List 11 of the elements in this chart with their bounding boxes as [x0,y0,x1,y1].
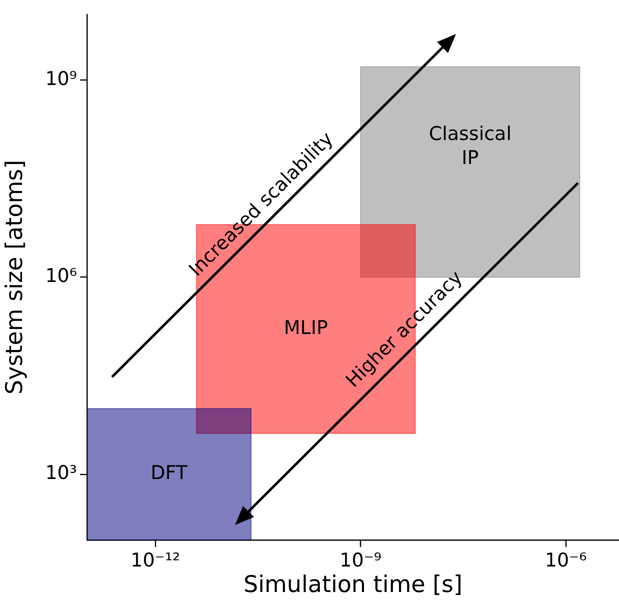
x-tick-label: 10⁻⁹ [340,549,382,572]
series-label: Classical IP [428,122,512,169]
x-axis-title: Simulation time [s] [243,572,463,598]
y-tick-label: 10⁹ [45,68,77,90]
y-tick-label: 10⁶ [45,265,77,288]
x-tick-label: 10⁻¹² [130,549,180,572]
y-axis-title: System size [atoms] [2,160,28,394]
series-label: DFT [150,462,188,484]
series-label: MLIP [284,316,328,339]
y-tick-label: 10³ [45,462,77,484]
x-tick-label: 10⁻⁶ [544,549,587,572]
